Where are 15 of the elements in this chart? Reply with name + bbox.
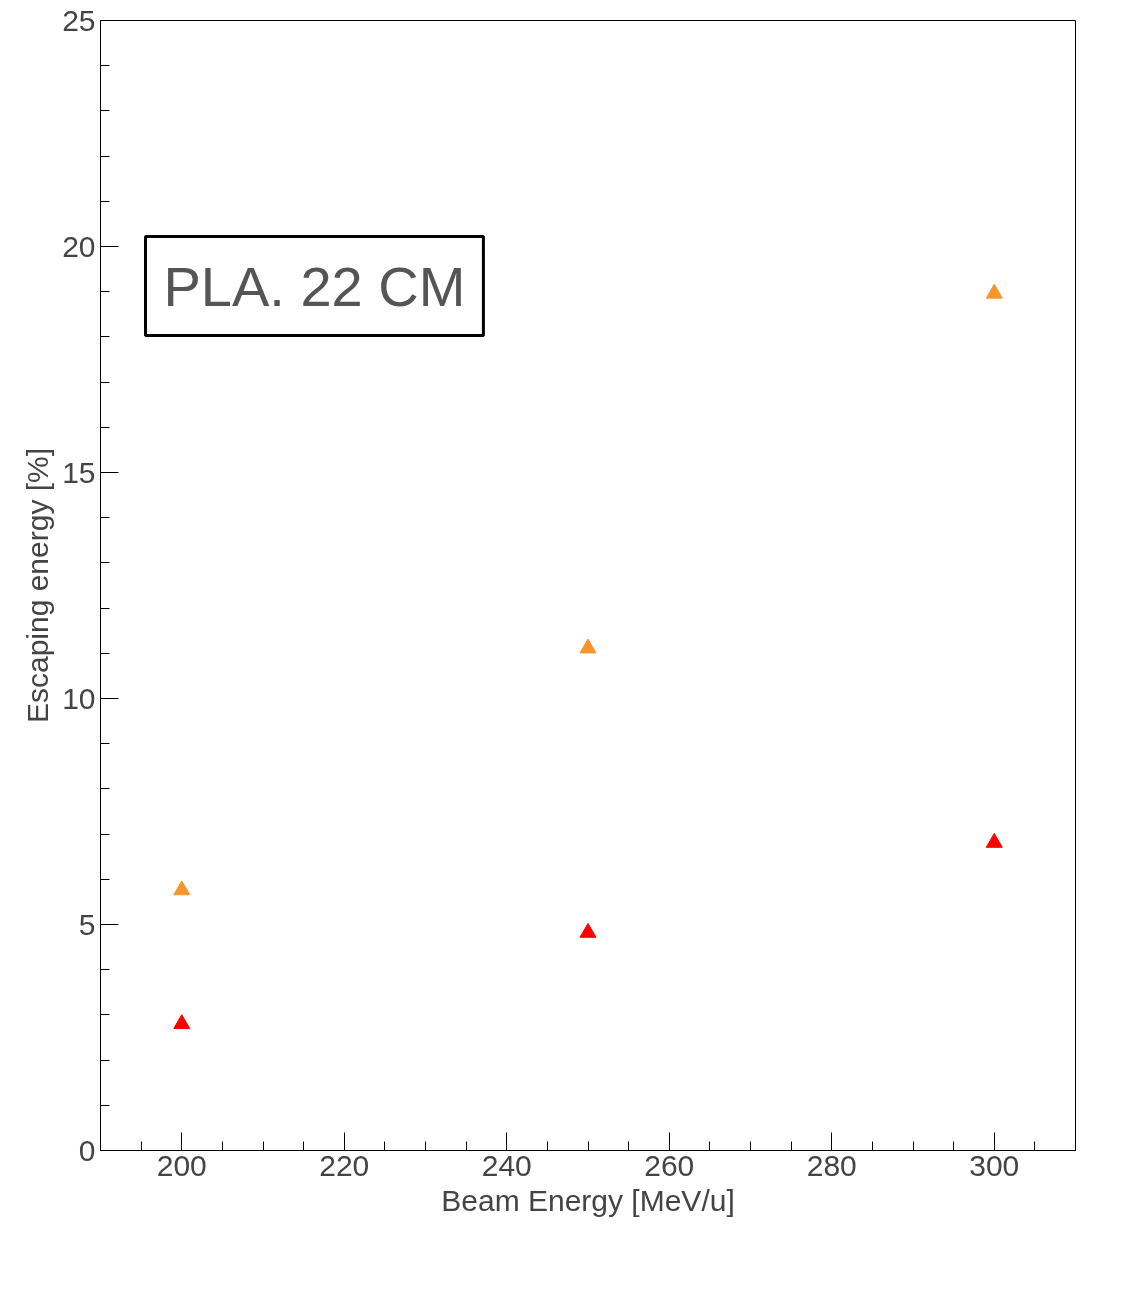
x-tick-label: 220 [319, 1148, 370, 1182]
annotation: PLA. 22 CM [163, 254, 466, 318]
x-tick-label: 240 [481, 1148, 532, 1182]
y-tick-label: 5 [78, 907, 96, 941]
x-tick-label: 300 [969, 1148, 1020, 1182]
y-axis-title: Escaping energy [%] [21, 447, 55, 724]
y-tick-label: 20 [62, 229, 96, 263]
y-tick-label: 25 [62, 3, 96, 37]
x-tick-label: 280 [806, 1148, 857, 1182]
y-tick-label: 15 [62, 455, 96, 489]
x-axis-title: Beam Energy [MeV/u] [441, 1183, 735, 1217]
x-tick-label: 200 [156, 1148, 207, 1182]
y-tick-label: 10 [62, 681, 96, 715]
y-tick-label: 0 [78, 1133, 96, 1167]
x-tick-label: 260 [644, 1148, 695, 1182]
